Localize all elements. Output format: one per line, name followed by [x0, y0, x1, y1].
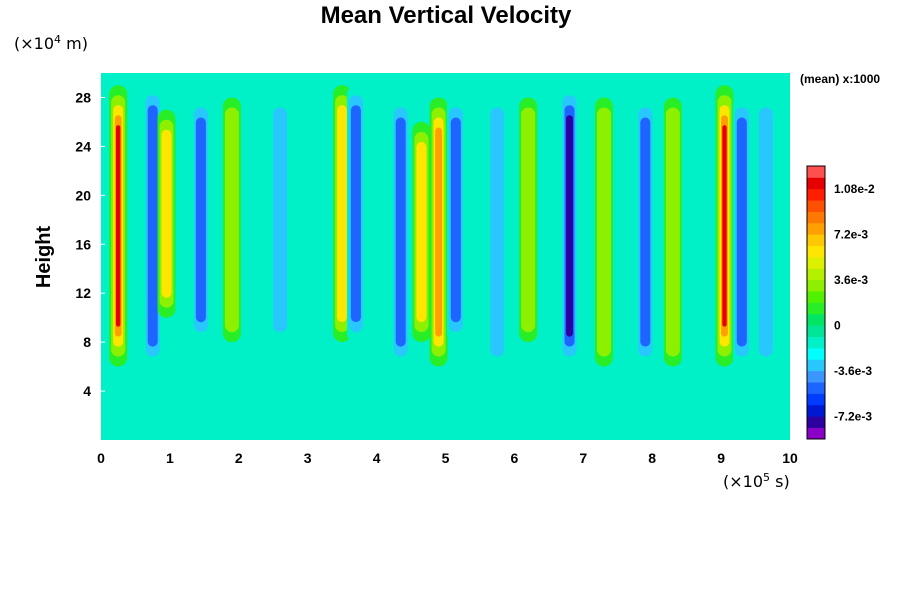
colorbar-cell-21 — [807, 188, 825, 201]
colorbar-cell-17 — [807, 234, 825, 247]
contour-band-13-1 — [521, 107, 536, 333]
colorbar-cell-4 — [807, 382, 825, 394]
x-tick-label-2: 2 — [235, 450, 243, 466]
contour-band-0-4 — [116, 125, 121, 327]
colorbar-cell-8 — [807, 336, 825, 349]
colorbar: 1.08e-2 7.2e-3 3.6e-3 0 -3.6e-3 -7.2e-3 — [806, 165, 875, 440]
y-tick-label-0: 4 — [83, 383, 91, 399]
colorbar-cell-19 — [807, 211, 825, 224]
x-tick-label-7: 7 — [579, 450, 587, 466]
contour-band-9-2 — [416, 141, 427, 323]
colorbar-cell-23 — [807, 166, 825, 178]
x-tick-label-1: 1 — [166, 450, 174, 466]
colorbar-cell-3 — [807, 393, 825, 406]
y-unit-label: (×104 m) — [14, 33, 88, 53]
colorbar-cell-22 — [807, 177, 825, 190]
colorbar-cell-0 — [807, 427, 825, 440]
contour-band-2-2 — [161, 129, 172, 298]
colorbar-cell-13 — [807, 279, 825, 292]
contour-band-17-1 — [665, 107, 680, 357]
contour-band-4-1 — [224, 107, 239, 333]
x-tick-label-3: 3 — [304, 450, 312, 466]
contour-band-12-1 — [490, 107, 505, 357]
contour-band-1-2 — [147, 105, 158, 347]
y-tick-label-3: 16 — [75, 236, 91, 252]
contour-band-5-1 — [273, 107, 288, 333]
contour-band-20-1 — [758, 107, 773, 357]
colorbar-frame — [806, 165, 826, 440]
y-axis-ticks: 4 8 12 16 20 24 28 — [75, 89, 105, 399]
contour-band-7-2 — [350, 105, 361, 323]
colorbar-tick-label-5: -7.2e-3 — [834, 409, 872, 423]
colorbar-cell-11 — [807, 302, 825, 315]
x-tick-label-8: 8 — [648, 450, 656, 466]
x-axis-ticks: 0 1 2 3 4 5 6 7 8 9 10 — [97, 450, 798, 466]
plot-area — [101, 73, 790, 440]
contour-band-8-2 — [395, 117, 406, 347]
contour-band-14-3 — [566, 115, 573, 337]
colorbar-cell-1 — [807, 416, 825, 429]
chart-title: Mean Vertical Velocity — [321, 2, 572, 29]
colorbar-tick-label-3: 0 — [834, 318, 841, 332]
contour-band-11-2 — [450, 117, 461, 323]
colorbar-cell-5 — [807, 370, 825, 383]
y-tick-label-2: 12 — [75, 285, 91, 301]
contour-band-3-2 — [195, 117, 206, 323]
x-tick-label-6: 6 — [511, 450, 519, 466]
colorbar-tick-label-2: 3.6e-3 — [834, 273, 868, 287]
x-tick-label-9: 9 — [717, 450, 725, 466]
contour-band-6-2 — [337, 105, 348, 323]
colorbar-label: (mean) x:1000 — [800, 72, 880, 86]
contour-band-16-2 — [640, 117, 651, 347]
y-axis-label: Height — [33, 226, 55, 289]
contour-band-18-4 — [722, 125, 727, 327]
colorbar-tick-label-4: -3.6e-3 — [834, 364, 872, 378]
colorbar-cell-12 — [807, 291, 825, 303]
y-tick-label-4: 20 — [75, 187, 91, 203]
contour-band-15-1 — [597, 107, 611, 357]
colorbar-tick-label-1: 7.2e-3 — [834, 227, 868, 241]
colorbar-cell-2 — [807, 404, 825, 417]
colorbar-cell-9 — [807, 325, 825, 338]
contour-band-10-3 — [435, 127, 442, 337]
colorbar-cell-16 — [807, 245, 825, 258]
colorbar-cell-7 — [807, 348, 825, 360]
colorbar-cell-20 — [807, 200, 825, 212]
x-tick-label-5: 5 — [442, 450, 450, 466]
colorbar-cell-6 — [807, 359, 825, 372]
colorbar-cell-10 — [807, 313, 825, 326]
x-tick-label-4: 4 — [373, 450, 381, 466]
x-tick-label-0: 0 — [97, 450, 105, 466]
y-tick-label-6: 28 — [75, 89, 91, 105]
y-tick-label-5: 24 — [75, 138, 91, 154]
contour-band-19-2 — [736, 117, 747, 347]
y-tick-label-1: 8 — [83, 334, 91, 350]
x-unit-label: (×105 s) — [723, 471, 790, 491]
colorbar-cell-14 — [807, 268, 825, 281]
x-tick-label-10: 10 — [782, 450, 798, 466]
colorbar-tick-label-0: 1.08e-2 — [834, 182, 875, 196]
colorbar-cell-15 — [807, 257, 825, 269]
colorbar-cell-18 — [807, 222, 825, 235]
